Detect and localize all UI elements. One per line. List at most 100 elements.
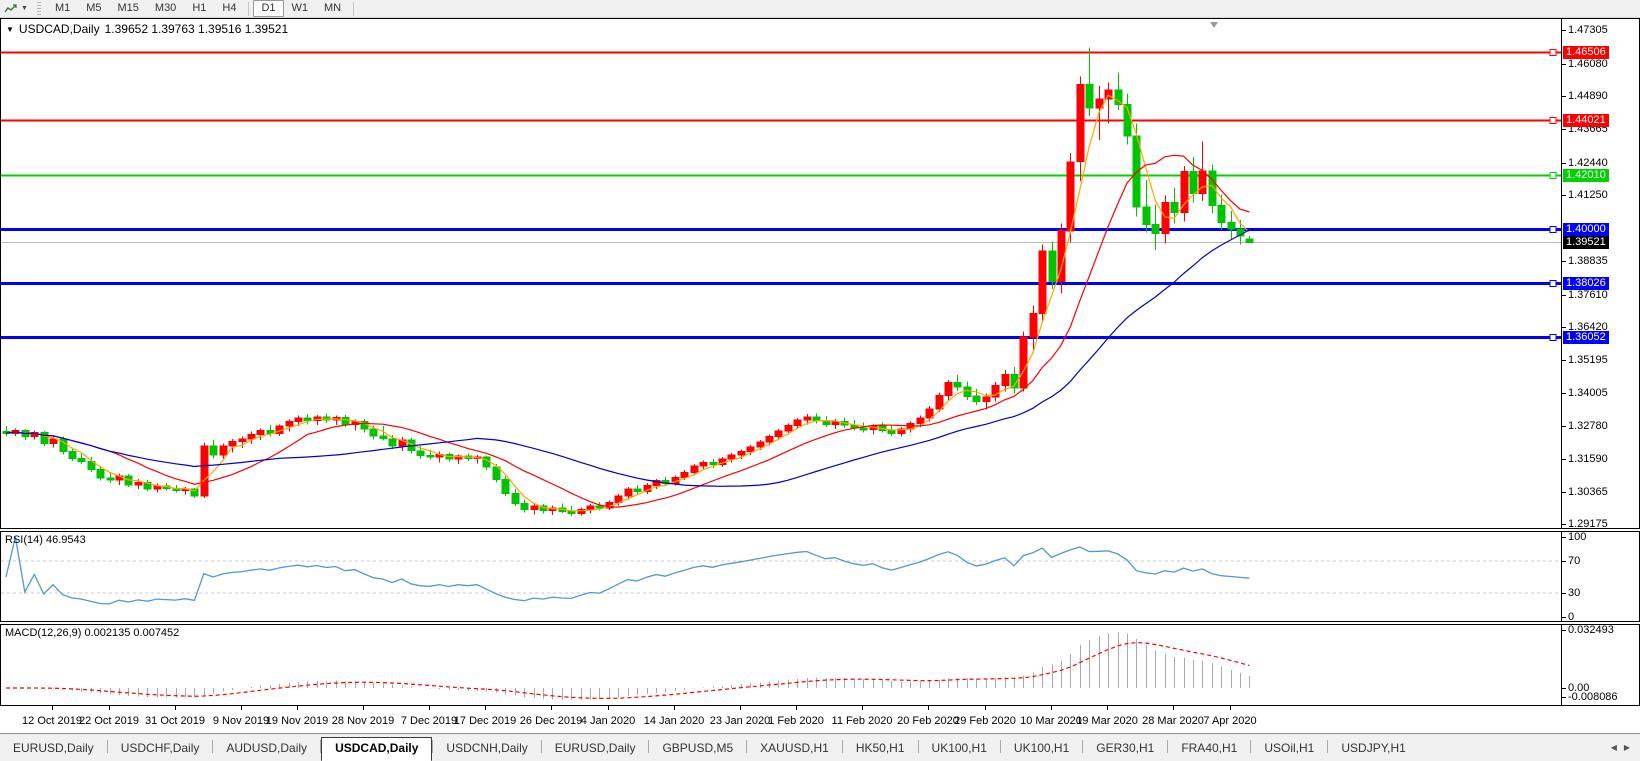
hline-handle-icon[interactable]	[1549, 172, 1557, 179]
tab-separator	[540, 740, 542, 753]
current-price-label: 1.39521	[1563, 236, 1609, 249]
hline-handle-icon[interactable]	[1549, 49, 1557, 56]
tab-separator	[648, 740, 650, 753]
date-tick-mark	[1173, 706, 1174, 710]
price-tick-mark	[1562, 261, 1566, 262]
tab-usdcnh-daily[interactable]: USDCNH,Daily	[446, 741, 528, 755]
period-button-d1[interactable]: D1	[253, 0, 284, 17]
date-label: 31 Oct 2019	[145, 715, 205, 727]
price-axis[interactable]: 1.47305 1.46080 1.44890 1.43665 1.42440 1.412…	[1562, 19, 1640, 530]
tab-eurusd-daily[interactable]: EURUSD,Daily	[13, 741, 94, 755]
period-button-h4[interactable]: H4	[222, 2, 237, 14]
date-label: 28 Nov 2019	[331, 715, 395, 727]
macd-tick-label: -0.008086	[1568, 691, 1618, 703]
date-label: 10 Mar 2020	[1020, 715, 1082, 727]
date-tick-mark	[551, 706, 552, 710]
date-label: 1 Feb 2020	[768, 715, 824, 727]
date-label: 28 Mar 2020	[1142, 715, 1204, 727]
chart-tool-dropdown-icon[interactable]: ▼	[21, 5, 28, 12]
price-tick-mark	[1562, 524, 1566, 525]
period-button-m30[interactable]: M30	[154, 2, 177, 14]
hline-price-label: 1.42010	[1563, 169, 1609, 182]
tab-uk100-h1[interactable]: UK100,H1	[1013, 741, 1070, 755]
period-button-m15[interactable]: M15	[117, 2, 139, 14]
price-tick-mark	[1562, 30, 1566, 31]
rsi-axis[interactable]: 100 70 30 0	[1562, 531, 1640, 623]
tab-separator	[841, 740, 843, 753]
price-tick-label: 1.36420	[1568, 321, 1608, 333]
date-label: 12 Oct 2019	[22, 715, 82, 727]
tab-usoil-h1[interactable]: USOil,H1	[1264, 741, 1315, 755]
price-tick-mark	[1562, 163, 1566, 164]
period-button-m1[interactable]: M1	[54, 2, 71, 14]
date-tick-mark	[109, 706, 110, 710]
tab-fra40-h1[interactable]: FRA40,H1	[1181, 741, 1238, 755]
chart-tool-icon[interactable]	[4, 3, 18, 15]
tab-usdcad-daily[interactable]: USDCAD,Daily	[321, 737, 433, 761]
date-label: 7 Apr 2020	[1203, 715, 1257, 727]
period-button-mn[interactable]: MN	[324, 2, 342, 14]
date-label: 14 Jan 2020	[643, 715, 705, 727]
date-tick-mark	[985, 706, 986, 710]
hline-price-label: 1.36052	[1563, 331, 1609, 344]
hline-handle-icon[interactable]	[1549, 280, 1557, 287]
toolbar-separator	[353, 1, 355, 16]
macd-pane: MACD(12,26,9) 0.002135 0.007452 0.032493…	[0, 624, 1640, 706]
price-tick-mark	[1562, 96, 1566, 97]
tab-uk100-h1[interactable]: UK100,H1	[931, 741, 987, 755]
tab-usdchf-daily[interactable]: USDCHF,Daily	[120, 741, 200, 755]
date-label: 4 Jan 2020	[580, 715, 636, 727]
rsi-canvas[interactable]	[1, 532, 1561, 621]
price-tick-label: 1.44890	[1568, 90, 1608, 102]
time-axis[interactable]: 12 Oct 2019 22 Oct 2019 31 Oct 2019 9 Nov 2…	[0, 706, 1640, 733]
tab-xauusd-h1[interactable]: XAUUSD,H1	[760, 741, 829, 755]
hline-handle-icon[interactable]	[1549, 334, 1557, 341]
tab-ger30-h1[interactable]: GER30,H1	[1096, 741, 1155, 755]
price-tick-mark	[1562, 393, 1566, 394]
price-tick-mark	[1562, 327, 1566, 328]
tab-hk50-h1[interactable]: HK50,H1	[855, 741, 905, 755]
tab-usdjpy-h1[interactable]: USDJPY,H1	[1341, 741, 1406, 755]
macd-axis[interactable]: 0.032493 0.00 -0.008086	[1562, 624, 1640, 705]
date-label: 17 Dec 2019	[453, 715, 517, 727]
macd-tick-mark	[1562, 697, 1566, 698]
rsi-tick-label: 70	[1568, 555, 1581, 567]
macd-tick-label: 0.00	[1568, 682, 1590, 694]
toolbar-grip-handle[interactable]	[36, 2, 41, 15]
tab-audusd-daily[interactable]: AUDUSD,Daily	[226, 741, 308, 755]
rsi-tick-label: 0	[1568, 611, 1575, 623]
tab-gbpusd-m5[interactable]: GBPUSD,M5	[662, 741, 734, 755]
chart-shift-marker-icon[interactable]	[1210, 22, 1218, 28]
rsi-label: RSI(14) 46.9543	[5, 534, 86, 546]
period-button-w1[interactable]: W1	[291, 2, 309, 14]
toolbar-separator	[248, 1, 250, 16]
period-button-h1[interactable]: H1	[192, 2, 207, 14]
collapse-triangle-icon[interactable]: ▼	[6, 24, 14, 34]
price-tick-mark	[1562, 195, 1566, 196]
period-button-m5[interactable]: M5	[86, 2, 102, 14]
tab-separator	[320, 740, 322, 753]
candles	[2, 47, 1254, 517]
date-tick-mark	[1230, 706, 1231, 710]
date-label: 9 Nov 2019	[212, 715, 270, 727]
rsi-tick-mark	[1562, 617, 1566, 618]
tab-separator	[1082, 740, 1084, 753]
tab-separator	[1167, 740, 1169, 753]
hline-handle-icon[interactable]	[1549, 226, 1557, 233]
main-chart-pane: ▼ USDCAD,Daily 1.39652 1.39763 1.39516 1…	[0, 18, 1640, 530]
macd-canvas[interactable]	[1, 625, 1561, 705]
rsi-axis-border	[1561, 532, 1562, 621]
price-tick-mark	[1562, 360, 1566, 361]
tab-eurusd-daily[interactable]: EURUSD,Daily	[554, 741, 636, 755]
main-chart-canvas[interactable]	[1, 19, 1561, 528]
price-tick-label: 1.47305	[1568, 24, 1608, 36]
tab-nav-right-icon[interactable]: ▶	[1623, 743, 1630, 752]
date-tick-mark	[241, 706, 242, 710]
hline-handle-icon[interactable]	[1549, 117, 1557, 124]
date-tick-mark	[363, 706, 364, 710]
price-tick-label: 1.35195	[1568, 354, 1608, 366]
chart-tab-bar: EURUSD,Daily USDCHF,Daily AUDUSD,Daily USDC…	[0, 733, 1640, 761]
ma-medium-line	[5, 154, 1250, 508]
tab-nav-left-icon[interactable]: ◀	[1610, 743, 1617, 752]
